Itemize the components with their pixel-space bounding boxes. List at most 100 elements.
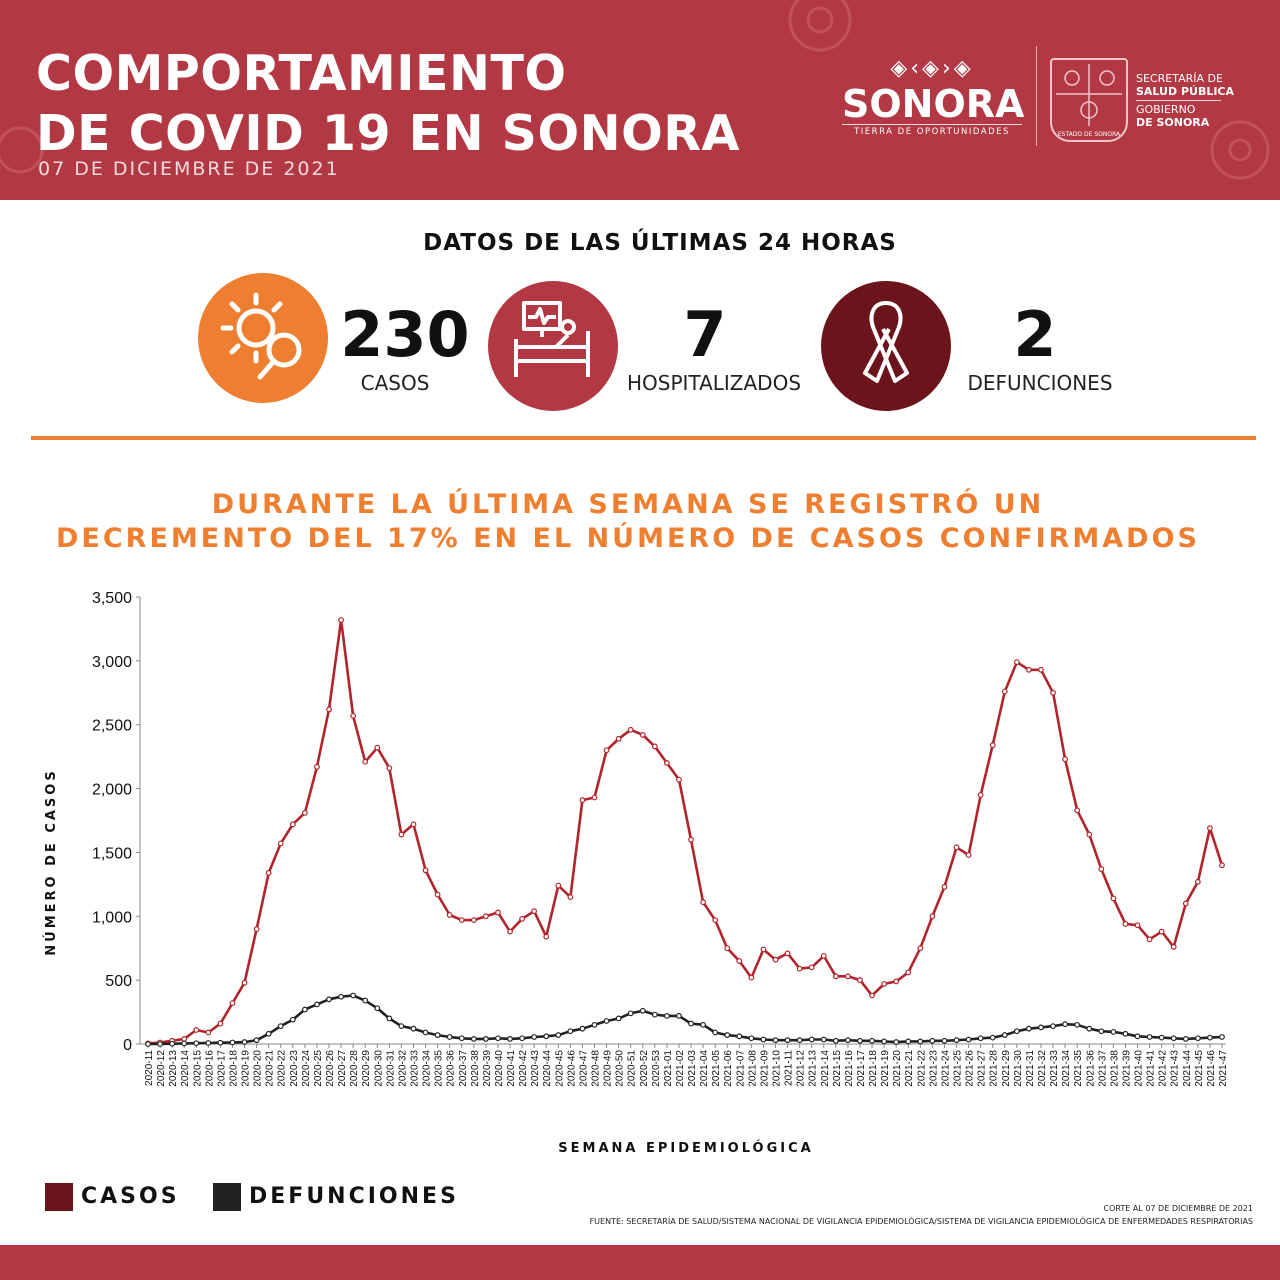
data-point-casos <box>1110 895 1117 902</box>
x-tick-label: 2020-47 <box>578 1050 589 1087</box>
x-tick-label: 2021-07 <box>735 1050 746 1087</box>
x-tick-label: 2020-30 <box>373 1050 384 1087</box>
x-tick-label: 2021-33 <box>1049 1050 1060 1087</box>
data-point-defunciones <box>1170 1035 1177 1042</box>
data-point-casos <box>1170 944 1177 950</box>
x-tick-label: 2020-16 <box>204 1050 215 1087</box>
data-point-casos <box>929 913 936 920</box>
data-point-defunciones <box>1026 1025 1032 1032</box>
data-point-defunciones <box>651 1011 658 1018</box>
data-point-defunciones <box>820 1036 827 1043</box>
data-point-defunciones <box>1013 1028 1020 1035</box>
data-point-defunciones <box>857 1037 863 1044</box>
x-tick-label: 2020-52 <box>639 1050 650 1087</box>
data-point-casos <box>1122 921 1129 927</box>
data-point-defunciones <box>953 1037 960 1044</box>
x-tick-label: 2020-51 <box>627 1050 638 1087</box>
data-point-defunciones <box>700 1021 707 1028</box>
series-line-defunciones <box>148 994 1223 1046</box>
y-tick-label: 1,500 <box>92 845 132 862</box>
data-point-casos <box>1182 900 1189 907</box>
x-tick-label: 2020-34 <box>422 1050 433 1087</box>
data-point-casos <box>229 1000 236 1007</box>
data-point-defunciones <box>1110 1028 1117 1035</box>
x-tick-label: 2020-31 <box>385 1050 396 1087</box>
data-point-casos <box>651 743 658 750</box>
data-point-defunciones <box>603 1018 610 1024</box>
hospital-bed-icon <box>488 281 618 411</box>
data-point-defunciones <box>917 1038 924 1045</box>
x-tick-label: 2020-26 <box>325 1050 336 1087</box>
x-tick-label: 2020-23 <box>289 1050 300 1087</box>
cut-date-note: CORTE AL 07 DE DICIEMBRE DE 2021 <box>1103 1204 1253 1213</box>
data-point-defunciones <box>639 1007 646 1014</box>
data-point-defunciones <box>1134 1033 1141 1040</box>
data-point-casos <box>663 760 670 766</box>
x-tick-label: 2021-14 <box>820 1050 831 1087</box>
x-tick-label: 2020-50 <box>615 1050 626 1087</box>
data-point-defunciones <box>845 1037 851 1044</box>
data-point-defunciones <box>663 1013 670 1019</box>
x-tick-label: 2020-46 <box>566 1050 577 1087</box>
x-tick-label: 2020-20 <box>253 1050 264 1087</box>
x-tick-label: 2020-32 <box>397 1050 408 1087</box>
page-title: COMPORTAMIENTO DE COVID 19 EN SONORA <box>36 44 740 164</box>
data-point-casos <box>1026 666 1032 673</box>
data-point-defunciones <box>265 1030 272 1037</box>
x-axis-label: SEMANA EPIDEMIOLÓGICA <box>558 1141 814 1156</box>
data-point-casos <box>482 913 489 920</box>
x-tick-label: 2021-18 <box>868 1050 879 1087</box>
x-tick-label: 2021-41 <box>1146 1050 1157 1087</box>
data-point-casos <box>1134 922 1141 929</box>
data-point-defunciones <box>772 1037 779 1044</box>
x-tick-label: 2021-01 <box>663 1050 674 1087</box>
x-tick-label: 2021-12 <box>796 1050 807 1087</box>
data-point-defunciones <box>301 1006 308 1013</box>
data-point-defunciones <box>1001 1032 1008 1038</box>
x-tick-label: 2021-34 <box>1061 1050 1072 1087</box>
gov-divider <box>1136 100 1221 101</box>
data-point-defunciones <box>338 993 344 1000</box>
x-tick-label: 2020-35 <box>434 1050 445 1087</box>
data-point-casos <box>314 763 320 770</box>
data-point-casos <box>627 726 634 733</box>
data-point-casos <box>531 908 538 915</box>
x-tick-label: 2021-46 <box>1206 1050 1217 1087</box>
data-point-casos <box>1207 825 1213 832</box>
data-point-defunciones <box>1146 1034 1153 1040</box>
data-point-defunciones <box>446 1034 453 1040</box>
x-tick-label: 2021-43 <box>1170 1050 1181 1087</box>
data-point-casos <box>350 712 357 719</box>
x-tick-label: 2020-15 <box>192 1050 203 1087</box>
x-tick-label: 2021-27 <box>977 1050 988 1087</box>
data-point-defunciones <box>145 1041 151 1047</box>
data-point-defunciones <box>374 1005 381 1012</box>
data-point-casos <box>1086 831 1093 838</box>
data-point-defunciones <box>688 1020 694 1027</box>
data-point-defunciones <box>458 1035 465 1042</box>
shield-caption: ESTADO DE SONORA <box>1057 131 1121 138</box>
x-tick-label: 2020-48 <box>590 1050 601 1087</box>
data-point-defunciones <box>1086 1025 1093 1032</box>
x-tick-label: 2021-17 <box>856 1050 867 1087</box>
data-point-casos <box>1038 666 1044 673</box>
y-tick-label: 3,500 <box>92 590 132 607</box>
x-tick-label: 2021-08 <box>747 1050 758 1087</box>
x-tick-label: 2020-22 <box>277 1050 288 1087</box>
data-point-defunciones <box>676 1013 682 1019</box>
x-tick-label: 2021-05 <box>711 1050 722 1087</box>
data-point-casos <box>543 933 550 940</box>
data-point-casos <box>338 617 344 623</box>
data-point-casos <box>832 973 839 980</box>
x-tick-label: 2021-35 <box>1073 1050 1084 1087</box>
data-point-casos <box>796 965 803 972</box>
source-note: FUENTE: SECRETARÍA DE SALUD/SISTEMA NACI… <box>589 1217 1253 1226</box>
data-point-defunciones <box>398 1023 405 1030</box>
data-point-defunciones <box>229 1039 236 1046</box>
data-point-casos <box>205 1029 212 1036</box>
chart-series <box>145 617 1225 1047</box>
x-tick-label: 2020-19 <box>241 1050 252 1087</box>
logo-divider <box>1036 46 1037 146</box>
x-tick-label: 2020-25 <box>313 1050 324 1087</box>
state-shield-icon: ESTADO DE SONORA <box>1050 58 1128 142</box>
